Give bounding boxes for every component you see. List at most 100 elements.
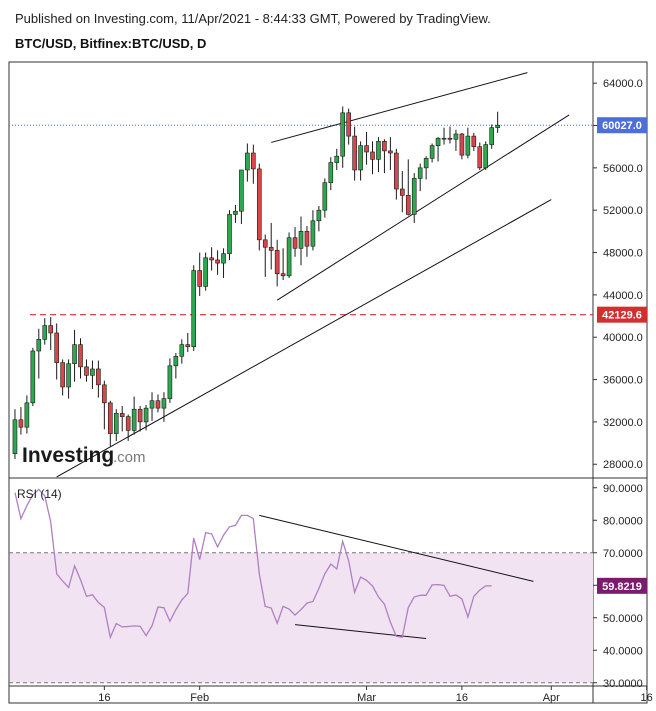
logo-com-text: .com <box>113 449 146 466</box>
candle <box>149 392 155 421</box>
price-tick-label: 52000.0 <box>603 205 643 217</box>
candle-body-up <box>131 408 137 431</box>
candle <box>423 156 429 180</box>
candle <box>239 169 244 224</box>
candle <box>155 394 161 413</box>
candle <box>197 252 202 296</box>
candle <box>113 409 119 441</box>
candle-body-down <box>262 239 268 248</box>
candle <box>24 395 30 434</box>
candle <box>12 409 18 459</box>
candle-body-up <box>90 368 95 376</box>
candle <box>429 143 435 163</box>
candle-body-up <box>286 237 292 277</box>
candle <box>322 178 328 218</box>
chart-frame <box>8 61 648 704</box>
candle-body-up <box>221 253 226 264</box>
candle-body-down <box>304 231 310 247</box>
candle-body-up <box>66 363 71 388</box>
candle <box>394 148 399 200</box>
candle <box>328 157 334 191</box>
candle <box>72 329 77 382</box>
candle-body-up <box>72 344 77 364</box>
candle <box>298 216 304 266</box>
candle-body-up <box>435 137 441 146</box>
candle <box>36 328 42 379</box>
rsi-tick-label: 50.0000 <box>603 613 643 625</box>
candle-body-up <box>411 178 417 215</box>
investing-logo: Investing .com <box>22 444 146 467</box>
candle-body-down <box>197 270 202 287</box>
candle-body-up <box>453 133 459 140</box>
candle-body-down <box>370 151 375 160</box>
candle-body-up <box>179 344 185 357</box>
candle <box>137 406 143 432</box>
candle-body-up <box>358 145 363 171</box>
current-price-label-bg <box>597 117 647 134</box>
candle <box>286 232 292 278</box>
candle-body-down <box>352 135 357 171</box>
candle-body-up <box>191 270 197 348</box>
time-axis-ticks: 16 Feb Mar 16 Apr 16 <box>98 686 653 704</box>
rsi-tick-label: 40.0000 <box>603 645 643 657</box>
candle-body-up <box>239 169 244 212</box>
candle <box>280 248 286 281</box>
candle <box>143 404 149 431</box>
candle <box>173 353 179 379</box>
candle <box>42 318 48 345</box>
candle-body-up <box>161 398 167 409</box>
candle <box>435 137 441 162</box>
candle <box>119 406 125 432</box>
key-level-label: 42129.6 <box>597 306 647 323</box>
candle-body-up <box>376 141 381 160</box>
channel-line <box>56 199 552 478</box>
candle <box>489 124 494 149</box>
candle <box>316 205 322 232</box>
candle <box>382 139 387 174</box>
candle <box>376 137 381 173</box>
time-tick-label: 16 <box>456 692 468 704</box>
rsi-lower-line <box>294 624 427 640</box>
candle <box>233 204 238 223</box>
candle-body-up <box>24 402 30 428</box>
candle-body-up <box>173 355 179 367</box>
candle-body-up <box>113 413 119 434</box>
candle <box>292 227 298 257</box>
rsi-current-label-text: 59.8219 <box>602 581 642 593</box>
candle-body-up <box>483 144 489 169</box>
candle-body-up <box>429 145 435 159</box>
candle-body-down <box>477 146 483 169</box>
candle-body-up <box>495 124 500 128</box>
candle <box>191 265 197 351</box>
time-tick-label: Apr <box>543 692 560 704</box>
candle <box>411 173 417 223</box>
candle <box>465 127 471 159</box>
candlesticks <box>12 106 500 459</box>
price-axis-ticks: 64000.060000.056000.052000.048000.044000… <box>593 78 643 471</box>
price-tick-label: 28000.0 <box>603 459 643 471</box>
rsi-line <box>14 488 492 640</box>
candle-body-up <box>489 127 494 145</box>
candle <box>48 317 54 350</box>
candle-body-down <box>18 419 24 428</box>
candle <box>185 332 191 353</box>
trendlines <box>56 72 570 640</box>
price-tick-label: 36000.0 <box>603 375 643 387</box>
candle <box>441 127 447 145</box>
time-tick-label: 16 <box>641 692 653 704</box>
candle <box>310 210 316 251</box>
rsi-current-label-bg <box>597 577 647 594</box>
candle-body-up <box>203 257 208 287</box>
candle-body-down <box>215 259 220 264</box>
rsi-current-label: 59.8219 <box>597 577 647 594</box>
candle-body-up <box>30 350 36 404</box>
candle-body-down <box>394 152 399 190</box>
candle-body-up <box>310 220 316 247</box>
candle <box>447 126 453 144</box>
candle <box>18 407 24 435</box>
candle-body-down <box>96 368 101 386</box>
candle-body-down <box>388 150 393 154</box>
price-tick-label: 44000.0 <box>603 290 643 302</box>
candle-body-up <box>149 400 155 409</box>
